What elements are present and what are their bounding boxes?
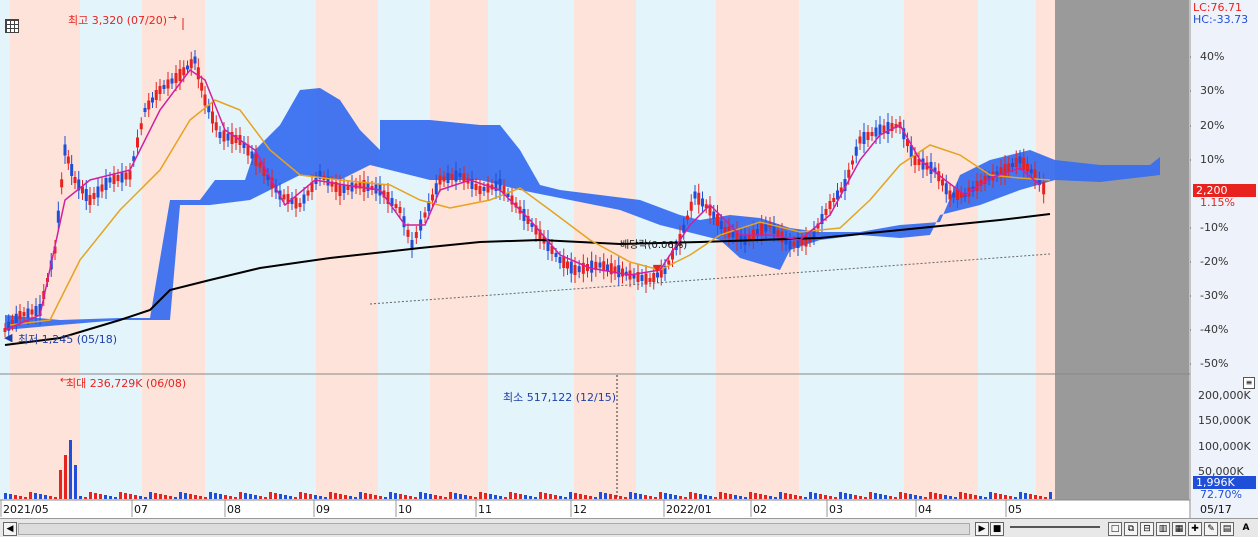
layout-icon[interactable]: □ [1108, 522, 1122, 536]
right-date-label: 05/17 [1200, 503, 1232, 516]
x-axis-date: 2022/01 [666, 503, 712, 516]
zoom-slider[interactable] [1010, 526, 1100, 528]
chart-toolbar: ◀ ■ ▶ □ ⧉ ⊟ ▥ ▦ ✚ ✎ ▤ A [0, 518, 1258, 537]
max-volume-label: 최대 236,729K (06/08) [66, 377, 187, 390]
hc-label: HC:-33.73 [1193, 13, 1249, 26]
volume-pct-tag: 72.70% [1200, 488, 1242, 501]
change-pct-tag: 1.15% [1200, 196, 1235, 209]
stop-button[interactable]: ■ [990, 522, 1004, 536]
low-arrow-icon: ◀ [4, 331, 13, 344]
x-axis-date: 03 [829, 503, 843, 516]
split-icon[interactable]: ⊟ [1140, 522, 1154, 536]
lc-label: LC:76.71 [1193, 1, 1243, 14]
x-axis-date: 09 [316, 503, 330, 516]
x-axis-date: 10 [398, 503, 412, 516]
y-axis-label: -30% [1200, 289, 1229, 302]
y-axis-label: -40% [1200, 323, 1229, 336]
trend-line [369, 253, 1051, 305]
x-axis-date: 12 [573, 503, 587, 516]
x-axis-date: 11 [478, 503, 492, 516]
x-axis-date: 02 [753, 503, 767, 516]
grid-icon[interactable] [5, 19, 19, 33]
dividend-label: 배당락(0.06%) [620, 240, 688, 251]
current-price-tag: 2,200 [1193, 184, 1256, 197]
horizontal-scrollbar[interactable] [18, 523, 970, 535]
volume-axis-label: 100,000K [1198, 440, 1251, 453]
scroll-left-button[interactable]: ◀ [3, 522, 17, 536]
volume-axis-label: 150,000K [1198, 414, 1251, 427]
settings-icon[interactable]: ≡ [1243, 377, 1255, 389]
y-axis-label: 30% [1200, 84, 1225, 97]
x-axis-date: 05 [1008, 503, 1022, 516]
tools-icon[interactable]: ✎ [1204, 522, 1218, 536]
volume-axis-label: 50,000K [1198, 465, 1244, 478]
copy-icon[interactable]: ⧉ [1124, 522, 1138, 536]
y-axis-label: 40% [1200, 50, 1225, 63]
chart-type-icon[interactable]: ▥ [1156, 522, 1170, 536]
high-price-label: 최고 3,320 (07/20) [68, 14, 168, 27]
x-axis-date: 07 [134, 503, 148, 516]
min-volume-label: 최소 517,122 (12/15) [503, 391, 617, 404]
y-axis-label: -10% [1200, 221, 1229, 234]
play-button[interactable]: ▶ [975, 522, 989, 536]
high-arrow-icon: → [168, 11, 178, 24]
current-volume-tag: 1,996K [1193, 476, 1256, 489]
y-axis-label: -20% [1200, 255, 1229, 268]
x-axis-date: 2021/05 [3, 503, 49, 516]
low-price-label: 최저 1,245 (05/18) [18, 333, 118, 346]
volume-axis-label: 200,000K [1198, 389, 1251, 402]
y-axis-label: 20% [1200, 119, 1225, 132]
right-axis [1191, 0, 1258, 518]
x-axis-date: 08 [227, 503, 241, 516]
x-axis-date: 04 [918, 503, 932, 516]
grid-view-icon[interactable]: ▦ [1172, 522, 1186, 536]
future-area [1055, 0, 1189, 500]
max-volume-arrow-icon: ← [60, 375, 69, 386]
draw-icon[interactable]: ▤ [1220, 522, 1234, 536]
font-button[interactable]: A [1242, 523, 1250, 533]
dividend-arrow-icon: ▼ [653, 262, 662, 275]
y-axis-label: -50% [1200, 357, 1229, 370]
crosshair-icon[interactable]: ✚ [1188, 522, 1202, 536]
y-axis-label: 10% [1200, 153, 1225, 166]
